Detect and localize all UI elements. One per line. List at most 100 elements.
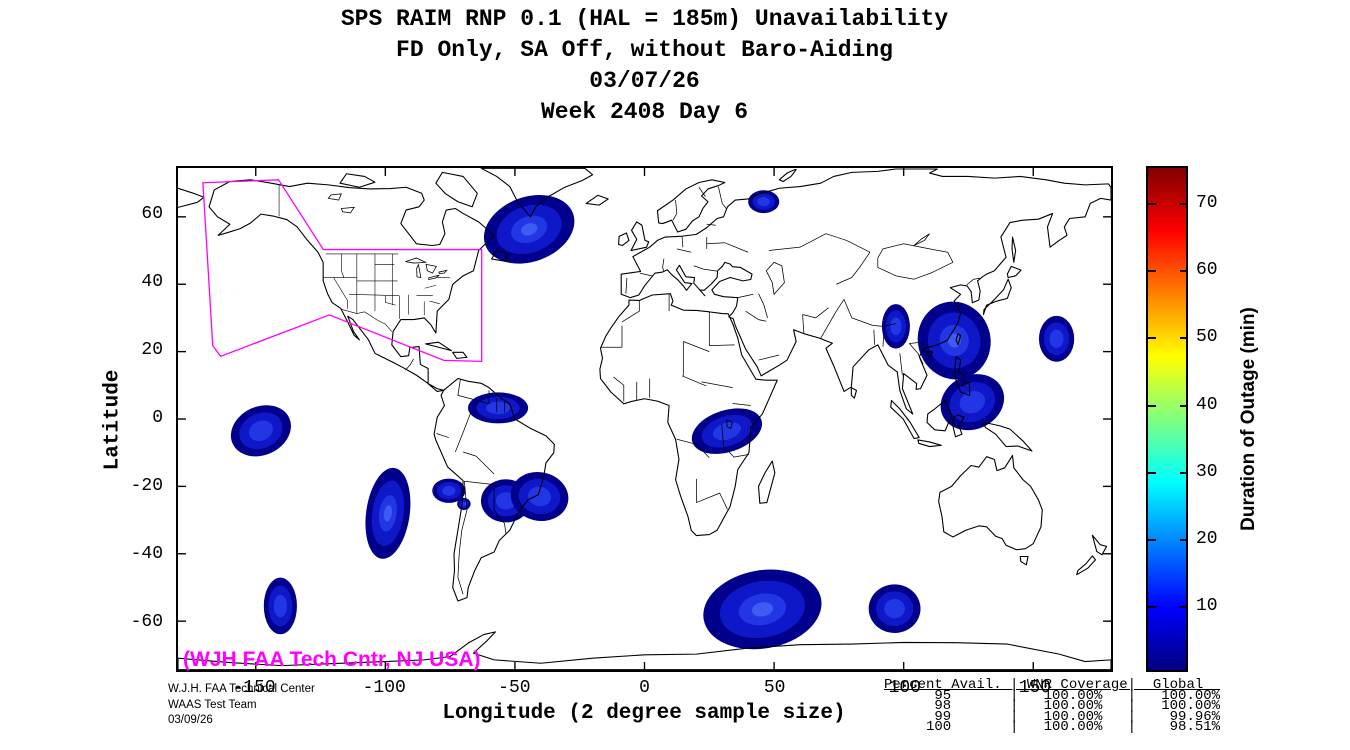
- country-border-22: [696, 492, 728, 510]
- coverage-stats-table: Percent Avail. | WNR Coverage| Global 95…: [884, 678, 1221, 736]
- colorbar-tickmark: [1180, 404, 1188, 407]
- country-border-36: [899, 353, 903, 376]
- footer-line-2: WAAS Test Team: [168, 698, 257, 711]
- country-border-7: [436, 433, 449, 438]
- outage-region-core: [884, 598, 905, 619]
- x-tick-label-100: 100: [888, 678, 921, 698]
- y-tick-label-20: 20: [141, 340, 163, 361]
- colorbar-tick-label-50: 50: [1196, 327, 1218, 348]
- lake-superior: [405, 257, 428, 264]
- coastline-north-america: [208, 179, 495, 392]
- coastline-honshu: [982, 278, 1012, 316]
- country-border-52: [706, 242, 725, 245]
- country-border-30: [768, 233, 871, 253]
- colorbar-tick-label-40: 40: [1196, 394, 1218, 415]
- country-border-49: [639, 272, 653, 277]
- country-border-14: [683, 341, 710, 352]
- colorbar-tick-label-20: 20: [1196, 529, 1218, 550]
- country-border-53: [693, 265, 718, 272]
- colorbar-tickmark: [1180, 269, 1188, 272]
- country-border-2: [462, 451, 495, 475]
- coastline-cuba: [424, 341, 452, 352]
- outage-region-core: [959, 390, 986, 414]
- coastline-hispaniola: [452, 351, 468, 359]
- coverage-table-row-4: 100 | 100.00% | 98.51%: [884, 719, 1221, 736]
- y-tick-label-40: 40: [141, 272, 163, 293]
- colorbar: [1146, 166, 1188, 672]
- country-border-12: [709, 344, 735, 346]
- y-tick-label--20: -20: [130, 475, 163, 496]
- coastline-philippines: [954, 356, 971, 396]
- coastline-victoria-island: [339, 173, 376, 188]
- x-axis-label: Longitude (2 degree sample size): [442, 702, 846, 725]
- country-border-40: [966, 277, 981, 286]
- outage-region-core: [890, 317, 902, 336]
- country-border-56: [718, 186, 727, 209]
- coastline-sakhalin: [1011, 236, 1017, 263]
- lake-michigan: [416, 263, 422, 279]
- coastline-scandinavia: [656, 179, 726, 233]
- country-border-43: [758, 293, 768, 319]
- coastline-ireland: [618, 232, 630, 247]
- coastline-antarctica: [178, 631, 1111, 670]
- coastline-sri-lanka: [850, 387, 858, 399]
- coastline-australia: [938, 454, 1043, 551]
- colorbar-tickmark: [1148, 471, 1156, 474]
- coastline-hokkaido: [1006, 265, 1022, 279]
- lake-great-bear: [327, 193, 342, 201]
- footer-line-1: W.J.H. FAA Technical Center: [168, 683, 315, 695]
- country-border-19: [721, 424, 724, 447]
- coastline-baffin-island: [435, 171, 478, 208]
- x-tick-label--100: -100: [362, 678, 406, 698]
- colorbar-tickmark: [1148, 404, 1156, 407]
- country-border-3: [454, 412, 472, 453]
- colorbar-tickmark: [1148, 539, 1156, 542]
- title-line-4: Week 2408 Day 6: [540, 99, 749, 125]
- y-tick-label-60: 60: [141, 204, 163, 225]
- title-line-3: 03/07/26: [589, 68, 700, 94]
- country-border-5: [493, 484, 507, 534]
- coverage-table-row-2: 98 | 100.00% | 100.00%: [884, 698, 1221, 715]
- lake-huron: [425, 263, 438, 274]
- footer-line-3: 03/09/26: [168, 714, 213, 726]
- coastline-sulawesi: [952, 414, 965, 438]
- coastline-sumatra: [890, 399, 920, 440]
- x-tick-label--150: -150: [232, 678, 276, 698]
- state-border-4: [341, 253, 345, 278]
- country-border-16: [621, 300, 640, 323]
- outage-region-core: [528, 486, 552, 507]
- country-border-41: [802, 314, 805, 335]
- country-border-4: [457, 378, 490, 405]
- country-border-47: [681, 236, 684, 248]
- coastline-south-america: [433, 377, 555, 602]
- outage-region-core: [273, 594, 288, 618]
- y-tick-label--40: -40: [130, 543, 163, 564]
- coastline-nz-north: [1091, 534, 1108, 556]
- country-border-20: [723, 445, 750, 458]
- lake-ontario: [438, 269, 448, 274]
- coastline-britain: [630, 221, 650, 252]
- lake-baikal: [913, 233, 930, 246]
- coastline-hainan: [926, 351, 933, 358]
- lake-lake-victoria: [726, 419, 734, 429]
- outage-region-core: [712, 422, 741, 441]
- state-border-18: [429, 300, 440, 305]
- lake-erie: [428, 274, 440, 281]
- country-border-39: [877, 243, 954, 280]
- country-border-0: [405, 358, 414, 371]
- coverage-table-row-3: 99 | 100.00% | 99.96%: [884, 708, 1221, 725]
- y-axis-label: Latitude: [101, 369, 125, 471]
- country-border-38: [909, 341, 925, 347]
- x-tick-label-50: 50: [763, 678, 786, 698]
- coastline-newfoundland: [491, 249, 508, 262]
- country-border-28: [701, 381, 733, 389]
- country-border-29: [681, 375, 707, 387]
- country-border-59: [625, 277, 628, 294]
- colorbar-tick-label-30: 30: [1196, 461, 1218, 482]
- colorbar-tickmark: [1148, 337, 1156, 340]
- state-border-3: [333, 277, 349, 309]
- outage-region-core: [757, 197, 770, 207]
- country-border-1: [457, 481, 468, 595]
- coastline-java: [917, 439, 942, 448]
- colorbar-tickmark: [1148, 269, 1156, 272]
